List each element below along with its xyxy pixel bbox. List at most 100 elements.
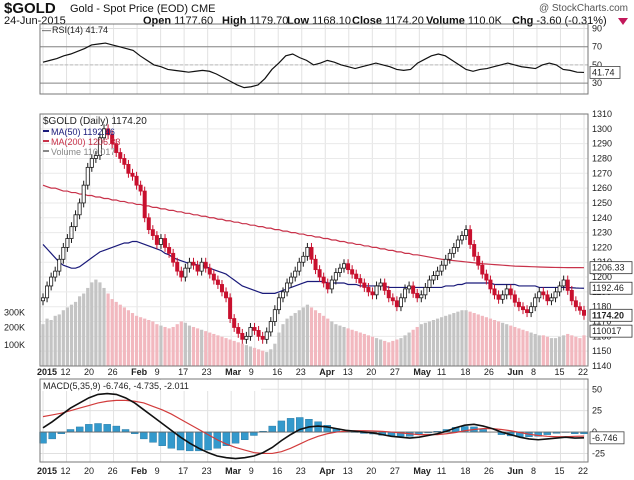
candle-body [183, 267, 188, 278]
candle-body [264, 331, 269, 340]
candle-body [130, 172, 135, 177]
rsi-legend-icon: — [42, 25, 51, 35]
macd-legend-bg [41, 380, 261, 391]
volume-bar [65, 307, 70, 366]
volume-bar [82, 293, 86, 366]
candle-body [411, 285, 416, 294]
x-tick-label: 16 [272, 367, 282, 377]
volume-bar [318, 313, 322, 366]
x-tick-label: 23 [296, 367, 306, 377]
x-tick-label-bottom: Feb [131, 466, 148, 476]
candle-body [333, 272, 338, 281]
down-arrow-icon [618, 18, 628, 25]
candle-body [480, 264, 485, 275]
legend-swatch [43, 130, 49, 132]
candle-body [549, 297, 554, 302]
price-panel [39, 113, 589, 367]
volume-bar [383, 340, 387, 366]
volume-bar [69, 304, 74, 366]
candle-body [317, 269, 322, 278]
candle-body [451, 247, 456, 254]
volume-bar [179, 321, 183, 366]
rsi-line [42, 42, 585, 89]
candle-body [171, 252, 176, 263]
price-tick-label: 1140 [592, 361, 611, 371]
x-tick-label: May [413, 367, 431, 377]
volume-bar [143, 318, 147, 366]
price-last-box [589, 281, 633, 295]
candle-body [321, 276, 326, 284]
price-tick-label: 1290 [592, 139, 612, 149]
volume-bar [566, 333, 570, 366]
candle-body [403, 288, 408, 299]
volume-bar [435, 318, 440, 366]
x-tick-label: 26 [484, 367, 494, 377]
candle-body [45, 285, 50, 299]
rsi-last-label: 41.74 [592, 67, 615, 77]
candle-body [382, 282, 387, 291]
macd-panel [39, 378, 589, 463]
candle-body [163, 238, 168, 248]
candle-body [195, 264, 200, 272]
volume-bar [415, 326, 419, 366]
candle-body [529, 306, 534, 314]
x-tick-label: 20 [366, 367, 376, 377]
candle-body [313, 258, 318, 271]
volume-bar [334, 324, 338, 366]
candle-body [179, 270, 184, 278]
candle-body [297, 261, 302, 272]
candle-body [114, 143, 119, 153]
volume-bar [452, 313, 456, 366]
price-last-box [589, 261, 633, 275]
candle-body [65, 238, 70, 248]
candle-body [447, 252, 452, 260]
candle-body [260, 335, 265, 340]
candle-body [329, 279, 334, 290]
candle-body [427, 279, 432, 288]
volume-bar [346, 328, 350, 366]
candle-body [122, 158, 127, 165]
volume-bar [224, 338, 228, 366]
candle-body [167, 247, 172, 254]
candle-body [305, 247, 310, 257]
price-tick-label: 1180 [592, 302, 611, 312]
candle-body [69, 226, 74, 239]
volume-bar [574, 336, 578, 366]
volume-bar [366, 335, 371, 366]
macd-hist-bar [94, 423, 102, 433]
candle-body [224, 291, 229, 299]
rsi-panel [39, 23, 589, 95]
candle-body [472, 244, 477, 257]
volume-bar [476, 314, 480, 366]
candle-body [386, 289, 391, 299]
candle-body [374, 285, 379, 296]
candle-body [464, 229, 469, 236]
macd-legend: MACD(5,35,9) -6.746, -4.735, -2.011 [43, 381, 189, 391]
candle-body [301, 255, 306, 263]
volume-bar [358, 332, 362, 366]
x-tick-label: 27 [390, 367, 400, 377]
candle-body [516, 301, 521, 308]
volume-bar [78, 296, 82, 366]
macd-tick-label: 25 [592, 406, 602, 416]
volume-bar [440, 317, 444, 366]
x-tick-label-bottom: 8 [531, 466, 536, 476]
price-tick-label: 1240 [592, 213, 612, 223]
candle-body [102, 128, 107, 139]
candle-body [215, 279, 220, 285]
candle-body [569, 289, 574, 302]
candle-body [553, 291, 558, 299]
x-tick-label-bottom: 9 [155, 466, 160, 476]
candle-body [378, 282, 383, 287]
x-tick-label: 18 [460, 367, 470, 377]
price-tick-label: 1280 [592, 153, 612, 163]
volume-bar [183, 322, 187, 366]
x-tick-label-bottom: 9 [249, 466, 254, 476]
price-tick-label: 1260 [592, 183, 612, 193]
candle-body [342, 263, 347, 269]
candle-body [309, 247, 314, 260]
volume-bar [236, 342, 240, 366]
candle-body [199, 261, 204, 272]
macd-hist-bar [305, 419, 313, 433]
